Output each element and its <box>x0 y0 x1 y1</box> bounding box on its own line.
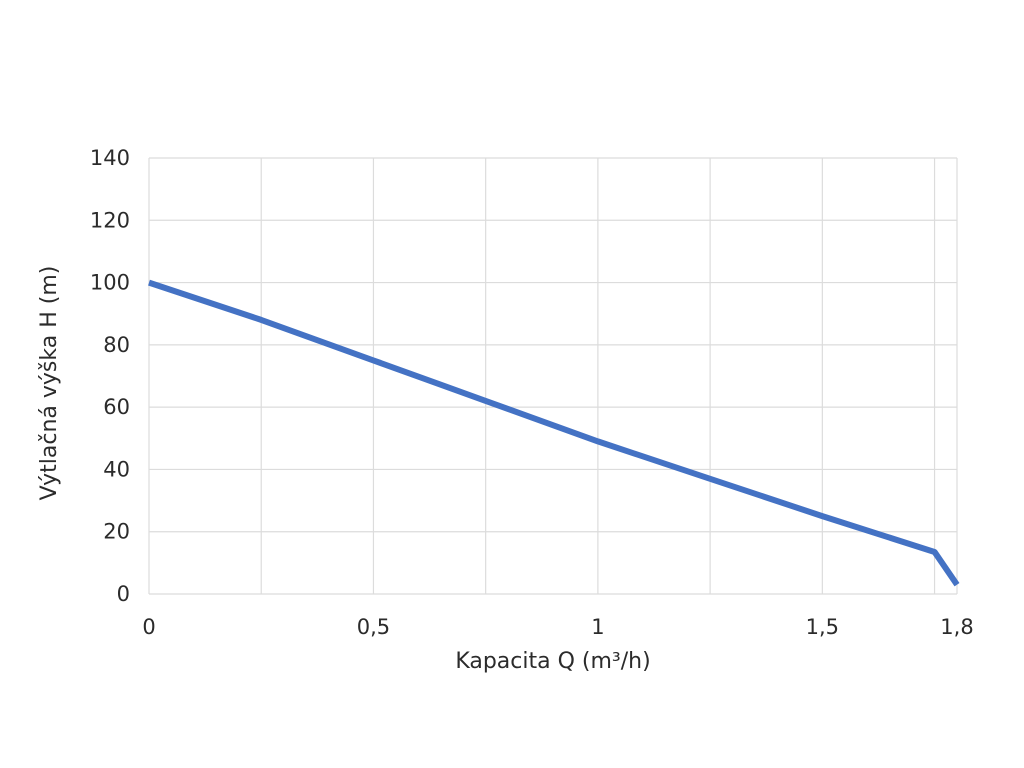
grid <box>148 157 958 595</box>
series-line-0 <box>148 279 960 587</box>
y-tick-label: 20 <box>103 520 130 544</box>
x-axis-title: Kapacita Q (m³/h) <box>455 649 650 674</box>
y-tick-label: 60 <box>103 395 130 419</box>
y-tick-label: 40 <box>103 457 130 481</box>
y-axis-tick-labels: 0 20 40 60 80 100 120 140 <box>90 146 130 606</box>
y-tick-label: 0 <box>117 582 130 606</box>
x-tick-label: 1 <box>591 615 604 639</box>
x-tick-label: 1,8 <box>940 615 973 639</box>
x-tick-label: 1,5 <box>806 615 839 639</box>
x-axis-tick-labels: 0 0,5 1 1,5 1,8 <box>142 615 973 639</box>
x-tick-label: 0 <box>142 615 155 639</box>
x-tick-label: 0,5 <box>357 615 390 639</box>
y-tick-label: 140 <box>90 146 130 170</box>
y-tick-label: 80 <box>103 333 130 357</box>
y-axis-title: Výtlačná výška H (m) <box>37 266 62 501</box>
plot-area <box>148 279 960 587</box>
y-tick-label: 100 <box>90 271 130 295</box>
y-tick-label: 120 <box>90 208 130 232</box>
